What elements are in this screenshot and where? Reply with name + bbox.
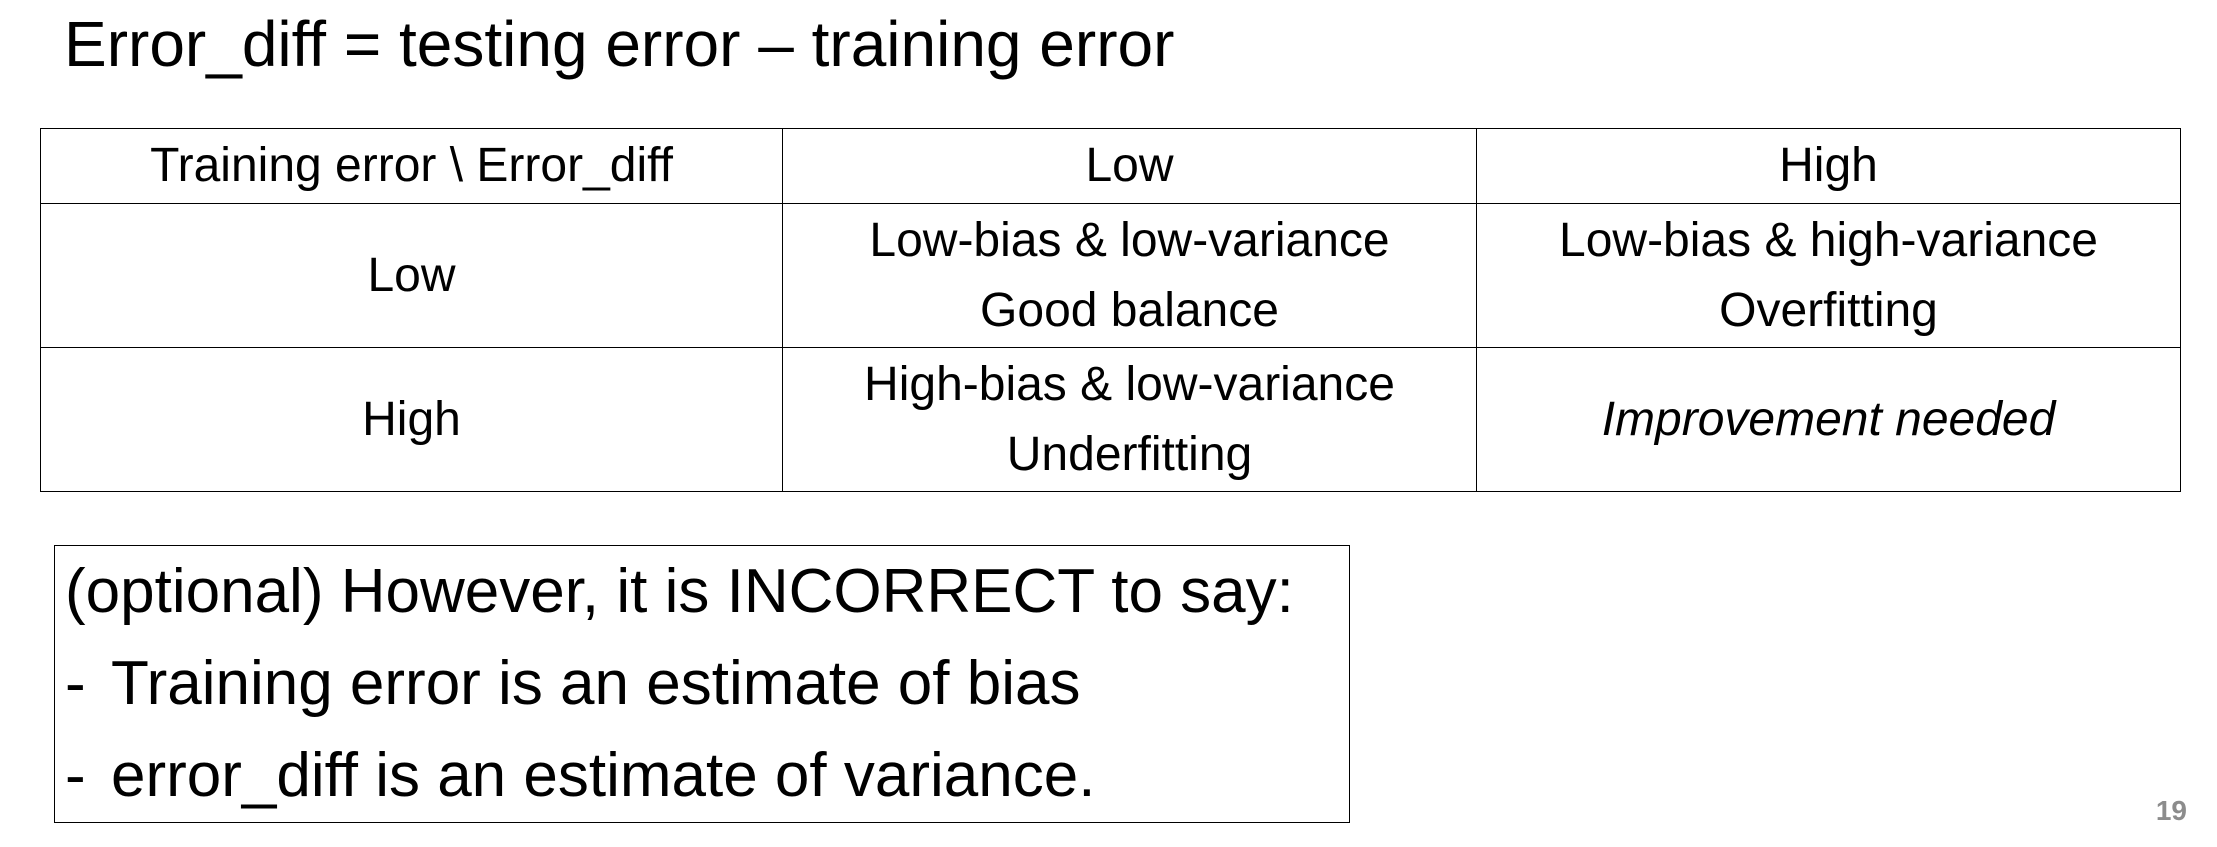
cell-low-high-line-2: Overfitting (1719, 283, 1938, 337)
cell-low-low-line-2: Good balance (980, 283, 1279, 337)
table-row-high-training-error: High High-bias & low-variance Underfitti… (40, 347, 2181, 492)
table-header-row: Training error \ Error_diff Low High (40, 128, 2181, 204)
column-header-high: High (1476, 128, 2181, 204)
slide-title: Error_diff = testing error – training er… (64, 8, 1175, 80)
corner-header-cell: Training error \ Error_diff (40, 128, 783, 204)
note-bullet: - Training error is an estimate of bias (65, 638, 1349, 730)
page-number: 19 (2155, 795, 2187, 826)
cell-low-low: Low-bias & low-variance Good balance (782, 203, 1477, 348)
row-header-low: Low (40, 203, 783, 348)
column-header-low: Low (782, 128, 1477, 204)
cell-low-high: Low-bias & high-variance Overfitting (1476, 203, 2181, 348)
cell-high-low-line-2: Underfitting (1006, 427, 1253, 481)
note-bullet: - error_diff is an estimate of variance. (65, 730, 1349, 822)
table-row-low-training-error: Low Low-bias & low-variance Good balance… (40, 203, 2181, 348)
note-bullet-text: error_diff is an estimate of variance. (111, 741, 1096, 810)
note-intro: (optional) However, it is INCORRECT to s… (65, 557, 1294, 626)
bullet-marker: - (65, 649, 86, 718)
row-header-high: High (40, 347, 783, 492)
cell-low-high-line-1: Low-bias & high-variance (1559, 213, 2098, 267)
cell-high-high: Improvement needed (1476, 347, 2181, 492)
bias-variance-table: Training error \ Error_diff Low High Low… (40, 128, 2181, 492)
bullet-marker: - (65, 741, 86, 810)
cell-high-low-line-1: High-bias & low-variance (864, 357, 1395, 411)
cell-low-low-line-1: Low-bias & low-variance (869, 213, 1390, 267)
note-bullet-text: Training error is an estimate of bias (111, 649, 1081, 718)
note-box: (optional) However, it is INCORRECT to s… (54, 545, 1350, 823)
cell-high-low: High-bias & low-variance Underfitting (782, 347, 1477, 492)
